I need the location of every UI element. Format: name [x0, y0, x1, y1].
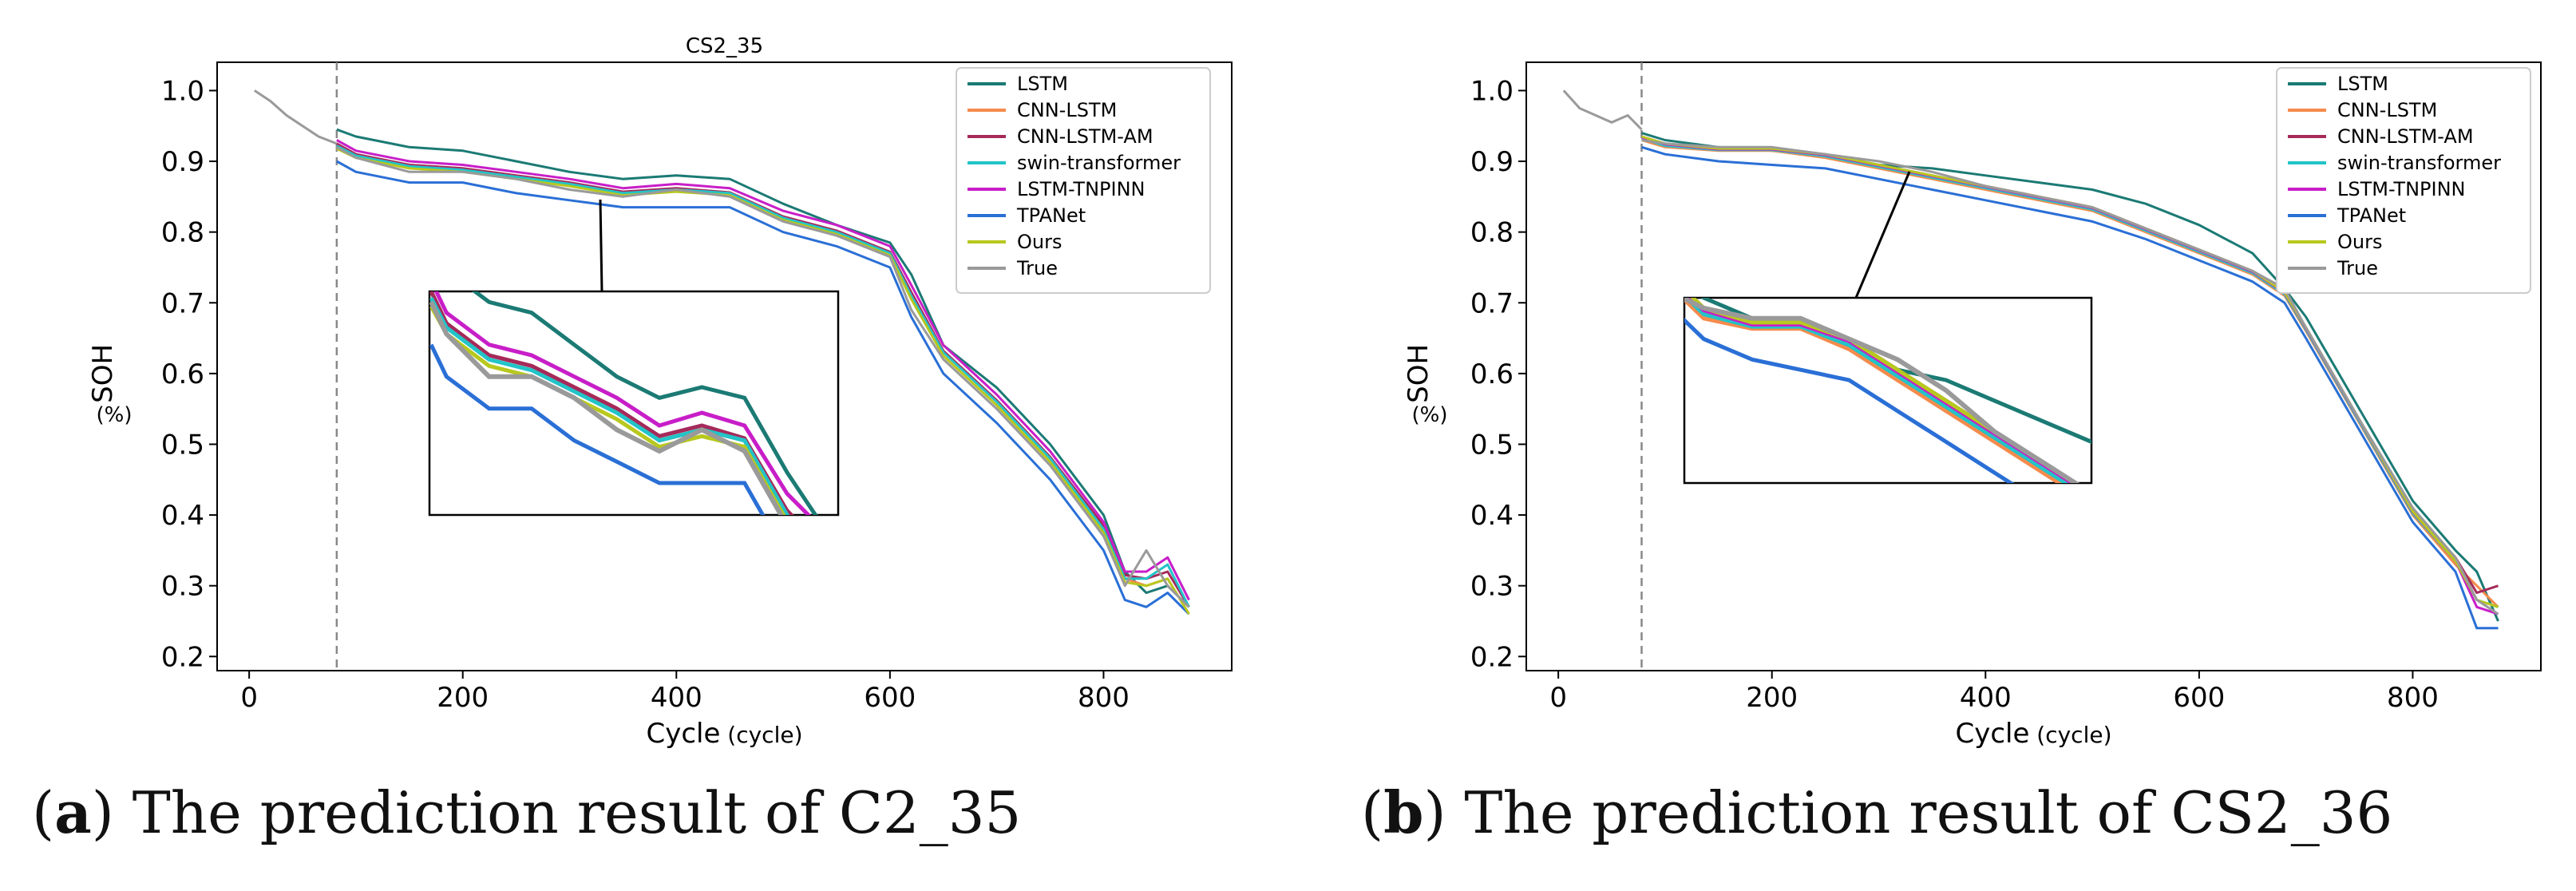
y-tick-label: 0.4 [161, 500, 204, 532]
x-axis-label: Cycle (cycle) [1955, 718, 2111, 750]
x-tick-label: 800 [1078, 682, 1130, 714]
inset-box [428, 290, 840, 517]
legend-label: LSTM-TNPINN [2337, 178, 2466, 200]
inset-series-swin-transformer-line [1684, 298, 2070, 483]
x-tick-label: 600 [864, 682, 916, 714]
x-tick-label: 400 [651, 682, 702, 714]
y-axis-unit: (%) [97, 403, 133, 427]
inset-series-cnn-lstm-am-line [429, 291, 794, 515]
inset-series-tpanet-line [429, 343, 766, 515]
y-tick-label: 0.3 [161, 571, 204, 603]
y-tick-label: 0.8 [1470, 217, 1514, 249]
legend-label: swin-transformer [2337, 152, 2501, 174]
series-cnn-lstm-am-line [336, 142, 1190, 608]
legend-label: CNN-LSTM-AM [2337, 125, 2474, 148]
legend-label: Ours [2337, 231, 2382, 253]
inset-plot [429, 291, 818, 515]
chart-1: CS2_35 0 200 400 600 800 0.2 0.3 0.4 0.5 0.6 0.7 0.8… [87, 34, 1233, 750]
x-tick-label: 400 [1960, 682, 2012, 714]
series-lstm-tnpinn-line [336, 139, 1190, 601]
y-axis-unit: (%) [1412, 403, 1448, 427]
inset-series-lstm-line [471, 291, 818, 515]
x-tick-label: 200 [1746, 682, 1798, 714]
y-tick-label: 0.4 [1470, 500, 1514, 532]
inset-plot [1684, 298, 2091, 483]
y-tick-label: 1.0 [1470, 75, 1514, 107]
y-tick-label: 0.6 [1470, 358, 1514, 390]
y-tick-label: 1.0 [161, 75, 204, 107]
legend-label: True [2337, 257, 2378, 279]
legend-label: TPANet [1016, 204, 1086, 227]
y-tick-label: 0.2 [1470, 641, 1514, 673]
x-tick-label: 0 [240, 682, 258, 714]
legend-label: LSTM [2337, 73, 2388, 95]
y-tick-label: 0.9 [161, 146, 204, 178]
y-tick-label: 0.2 [161, 641, 204, 673]
legend-box [2276, 67, 2531, 294]
series-tpanet-line [336, 160, 1190, 616]
x-tick-label: 600 [2173, 682, 2225, 714]
caption-a: (a) The prediction result of C2_35 [32, 778, 1022, 846]
legend-label: CNN-LSTM [1017, 99, 1117, 121]
series-swin-transformer-line [336, 145, 1190, 608]
y-axis-label: SOH [87, 344, 119, 403]
y-tick-label: 0.5 [161, 429, 204, 461]
x-tick-label: 800 [2387, 682, 2439, 714]
series-true-line [336, 145, 1190, 608]
series-true-line [1641, 139, 2499, 616]
chart-title: CS2_35 [686, 34, 763, 58]
y-tick-label: 0.5 [1470, 429, 1514, 461]
y-tick-label: 0.3 [1470, 571, 1514, 603]
true-history-line [253, 89, 338, 145]
series-tpanet-line [1641, 145, 2499, 630]
legend-label: TPANet [2337, 204, 2406, 227]
inset-series-cnn-lstm-line [1684, 298, 2064, 483]
inset-series-true-line [429, 301, 784, 515]
legend-box [956, 67, 1211, 294]
legend-label: CNN-LSTM [2337, 99, 2437, 121]
inset-series-ours-line [429, 305, 786, 515]
x-tick-label: 200 [437, 682, 489, 714]
y-tick-label: 0.9 [1470, 146, 1514, 178]
legend-label: CNN-LSTM-AM [1017, 125, 1153, 148]
true-history-line [1562, 89, 1643, 131]
caption-b: (b) The prediction result of CS2_36 [1361, 778, 2393, 846]
y-axis-label: SOH [1403, 344, 1434, 403]
legend-label: LSTM [1017, 73, 1068, 95]
y-tick-label: 0.7 [161, 287, 204, 319]
legend-label: LSTM-TNPINN [1017, 178, 1146, 200]
chart-2: 0 200 400 600 800 0.2 0.3 0.4 0.5 0.6 0.7 0.8 0.9 1.0… [1403, 61, 2542, 750]
y-tick-label: 0.8 [161, 217, 204, 249]
inset-series-swin-transformer-line [429, 296, 790, 515]
x-tick-label: 0 [1549, 682, 1567, 714]
legend-label: True [1016, 257, 1058, 279]
plot-frame [216, 61, 1233, 671]
y-tick-label: 0.6 [161, 358, 204, 390]
legend-label: Ours [1017, 231, 1062, 253]
legend-label: swin-transformer [1017, 152, 1181, 174]
inset-pointer-line [1854, 171, 1911, 299]
x-axis-label: Cycle (cycle) [646, 718, 802, 750]
inset-series-true-line [1684, 298, 2080, 483]
inset-series-tpanet-line [1684, 317, 2015, 483]
inset-series-lstm-tnpinn-line [433, 291, 812, 515]
y-tick-label: 0.7 [1470, 287, 1514, 319]
plot-frame [1525, 61, 2542, 671]
inset-pointer-line [599, 199, 603, 292]
